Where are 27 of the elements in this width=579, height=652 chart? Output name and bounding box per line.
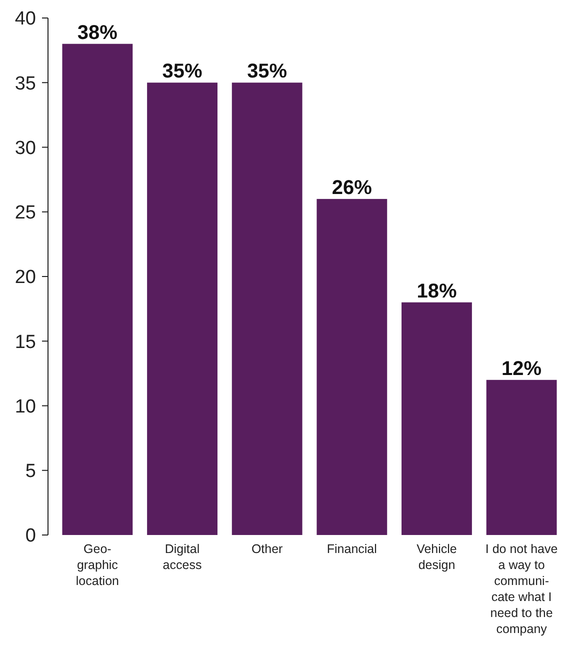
x-tick-label: Digital access [162, 542, 202, 572]
x-tick-label: Other [251, 542, 283, 556]
bar [232, 82, 302, 535]
bar [316, 198, 388, 535]
y-tick-label: 30 [14, 138, 36, 159]
data-label: 12% [502, 358, 542, 380]
y-tick-label: 40 [14, 8, 36, 30]
y-tick-label: 25 [14, 202, 36, 224]
bar [402, 302, 472, 535]
y-tick-label: 20 [14, 267, 36, 288]
x-tick-label: Geo- graphic location [76, 542, 120, 588]
y-tick-label: 0 [25, 526, 36, 547]
bar [486, 380, 557, 535]
x-tick-label: Financial [326, 542, 377, 556]
y-tick-label: 15 [14, 332, 36, 353]
y-tick-label: 35 [14, 73, 36, 94]
bar [147, 82, 218, 535]
y-tick-label: 5 [25, 461, 36, 482]
data-label: 35% [162, 60, 202, 83]
x-tick-label: Vehicle design [416, 542, 457, 572]
data-label: 38% [77, 22, 118, 44]
data-label: 26% [332, 176, 372, 199]
data-label: 18% [416, 280, 457, 302]
x-tick-label: I do not have a way to communi- cate what I need to the company [485, 542, 558, 636]
data-label: 35% [247, 60, 288, 83]
y-tick-label: 10 [14, 396, 36, 418]
bar [62, 44, 133, 535]
